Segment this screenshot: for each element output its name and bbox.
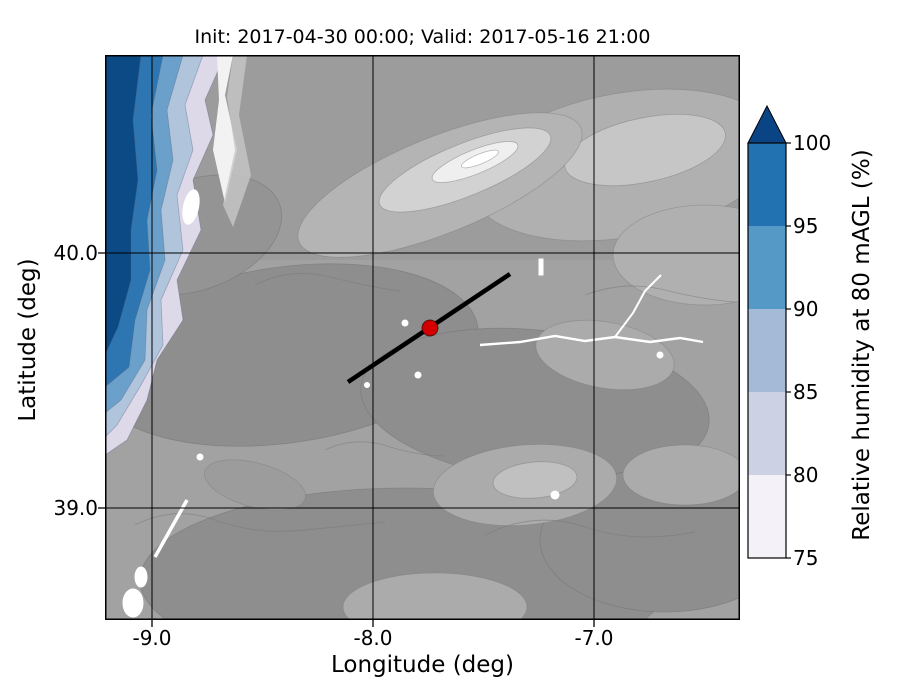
x-tick-neg7: -7.0: [574, 626, 614, 650]
map-raster: [105, 55, 740, 620]
cb-tick-90: 90: [793, 297, 819, 321]
x-tick-neg8: -8.0: [353, 626, 393, 650]
cb-seg-85-90: [748, 309, 786, 392]
x-tick-neg9: -9.0: [132, 626, 172, 650]
axes-frame: [105, 55, 740, 620]
cb-seg-90-95: [748, 226, 786, 309]
axis-ticks: [98, 252, 595, 627]
ocean-humidity-bands: [105, 55, 226, 456]
y-tick-40: 40.0: [53, 241, 98, 265]
y-tick-39: 39.0: [53, 496, 98, 520]
terrain-light-regions: [204, 88, 740, 620]
plot-title: Init: 2017-04-30 00:00; Valid: 2017-05-1…: [194, 26, 651, 48]
colorbar-extend-arrow: [747, 104, 787, 144]
cb-seg-75-80: [748, 475, 786, 558]
cb-tick-80: 80: [793, 463, 819, 487]
cb-tick-75: 75: [793, 546, 819, 570]
map-plot[interactable]: [98, 55, 740, 627]
x-axis-label: Longitude (deg): [330, 652, 514, 678]
colorbar[interactable]: [746, 100, 792, 570]
cb-tick-85: 85: [793, 380, 819, 404]
grid-lines: [105, 55, 740, 620]
coastal-highlights: [182, 55, 251, 227]
cb-seg-80-85: [748, 392, 786, 475]
station-marker[interactable]: [421, 319, 439, 337]
colorbar-label: Relative humidity at 80 mAGL (%): [849, 149, 875, 541]
colorbar-frame: [747, 142, 787, 559]
cb-tick-100: 100: [793, 131, 832, 155]
rivers-lakes: [122, 258, 704, 618]
cb-seg-95-100: [748, 143, 786, 226]
contour-lines: [134, 272, 736, 538]
y-axis-label: Latitude (deg): [15, 258, 41, 422]
colorbar-ticks: [786, 142, 791, 559]
cb-tick-95: 95: [793, 214, 819, 238]
